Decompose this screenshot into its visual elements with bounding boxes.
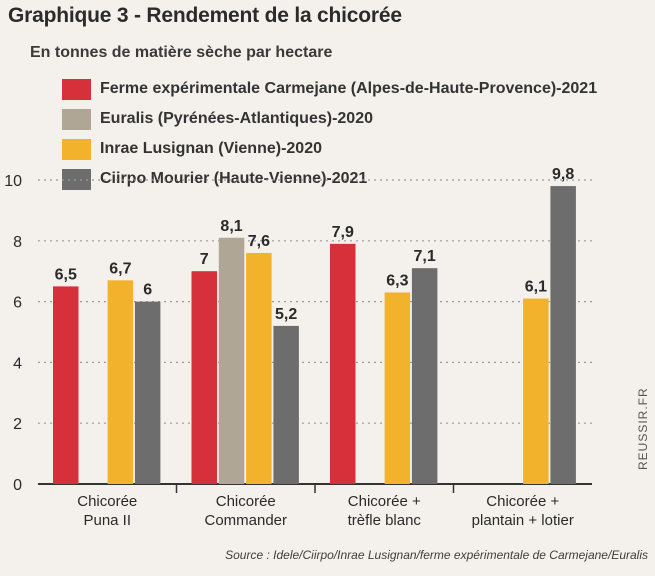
y-tick-label-0: 0 <box>13 477 22 494</box>
bar-1-0 <box>191 271 217 484</box>
legend-swatch-carmejane <box>62 78 91 100</box>
watermark: REUSSIR.FR <box>636 387 650 470</box>
source-note: Source : Idele/Ciirpo/Inrae Lusignan/fer… <box>225 548 648 562</box>
bar-1-3 <box>273 325 299 484</box>
data-label-0-2: 6,7 <box>109 260 131 277</box>
legend-swatch-mourier <box>62 168 91 190</box>
y-tick-label-4: 4 <box>13 355 22 372</box>
bar-1-1 <box>218 237 245 484</box>
y-tick-label-8: 8 <box>13 234 22 251</box>
legend-label-carmejane: Ferme expérimentale Carmejane (Alpes-de-… <box>100 80 598 97</box>
bar-0-3 <box>134 301 161 484</box>
data-label-2-2: 6,3 <box>386 272 408 289</box>
legend-swatch-euralis <box>62 108 91 130</box>
data-label-3-2: 6,1 <box>525 279 547 296</box>
y-tick-label-2: 2 <box>13 416 22 433</box>
data-label-3-3: 9,8 <box>552 166 574 183</box>
legend-item-carmejane: Ferme expérimentale Carmejane (Alpes-de-… <box>62 74 597 104</box>
category-label-1-0: Chicorée <box>216 493 276 510</box>
legend-label-lusignan: Inrae Lusignan (Vienne)-2020 <box>100 140 322 157</box>
data-label-2-0: 7,9 <box>332 224 354 241</box>
data-label-0-0: 6,5 <box>55 266 77 283</box>
chart-subtitle: En tonnes de matière sèche par hectare <box>30 44 333 61</box>
data-label-1-0: 7 <box>200 251 209 268</box>
data-label-0-3: 6 <box>143 282 152 299</box>
legend-label-euralis: Euralis (Pyrénées-Atlantiques)-2020 <box>100 110 373 127</box>
legend-item-mourier: Ciirpo Mourier (Haute-Vienne)-2021 <box>62 164 597 194</box>
bar-2-2 <box>384 292 411 484</box>
y-tick-label-10: 10 <box>4 173 22 190</box>
bar-1-2 <box>246 252 272 484</box>
bar-3-2 <box>523 298 549 484</box>
category-label-2-1: trèfle blanc <box>348 512 422 529</box>
chart-title: Graphique 3 - Rendement de la chicorée <box>8 4 402 27</box>
legend-swatch-lusignan <box>62 138 91 160</box>
y-tick-label-6: 6 <box>13 295 22 312</box>
data-label-1-1: 8,1 <box>220 218 242 235</box>
legend-item-lusignan: Inrae Lusignan (Vienne)-2020 <box>62 134 597 164</box>
data-label-1-2: 7,6 <box>248 233 270 250</box>
bar-0-0 <box>53 286 79 484</box>
legend: Ferme expérimentale Carmejane (Alpes-de-… <box>62 74 597 194</box>
category-label-0-0: Chicorée <box>77 493 137 510</box>
category-label-2-0: Chicorée + <box>348 493 421 510</box>
category-label-1-1: Commander <box>204 512 287 529</box>
bar-2-0 <box>330 243 356 484</box>
bar-3-3 <box>550 186 576 484</box>
category-label-0-1: Puna II <box>83 512 131 529</box>
legend-item-euralis: Euralis (Pyrénées-Atlantiques)-2020 <box>62 104 597 134</box>
data-label-1-3: 5,2 <box>275 306 297 323</box>
bar-2-3 <box>411 268 438 484</box>
legend-label-mourier: Ciirpo Mourier (Haute-Vienne)-2021 <box>100 170 368 187</box>
category-label-3-1: plantain + lotier <box>472 512 574 529</box>
category-label-3-0: Chicorée + <box>486 493 559 510</box>
bar-0-2 <box>107 280 134 484</box>
data-label-2-3: 7,1 <box>414 248 436 265</box>
